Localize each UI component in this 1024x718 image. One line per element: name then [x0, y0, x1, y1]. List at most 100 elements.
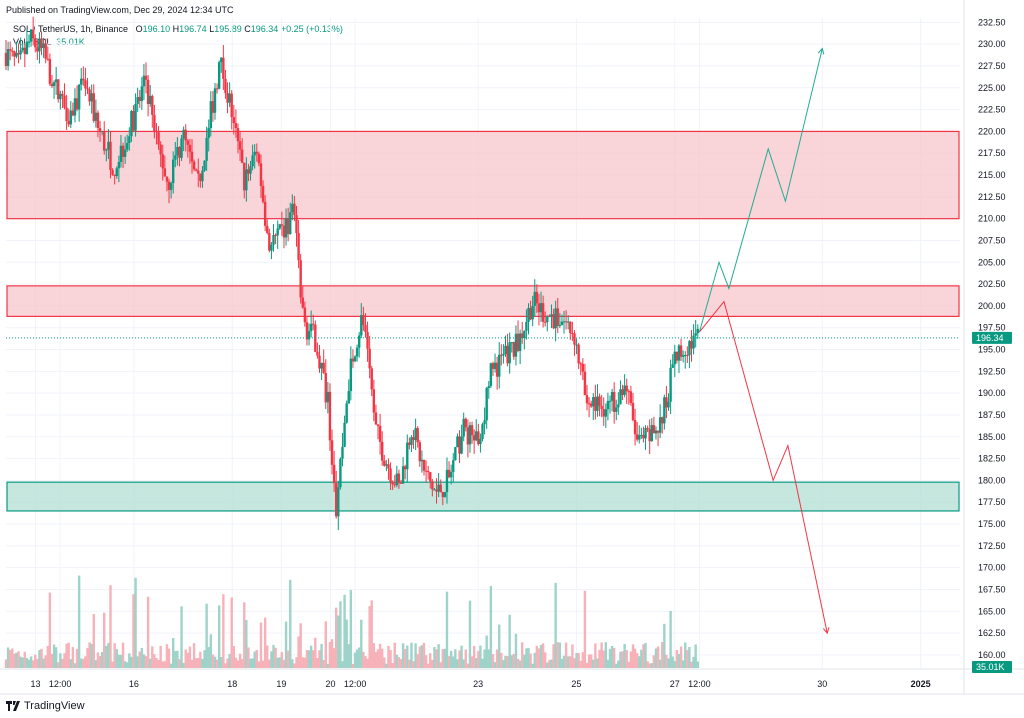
candle-body — [318, 355, 321, 369]
volume-bar — [581, 652, 585, 668]
grid — [6, 18, 960, 668]
volume-bar — [426, 663, 430, 668]
x-tick-label: 16 — [129, 679, 139, 689]
candle-body — [75, 98, 79, 110]
volume-bar — [378, 643, 382, 668]
published-note: Published on TradingView.com, Dec 29, 20… — [6, 5, 234, 15]
x-tick-label: 12:00 — [49, 679, 72, 689]
volume-bar — [167, 648, 171, 668]
volume-bar — [149, 658, 152, 668]
tradingview-logo-icon — [6, 701, 20, 711]
volume-bar — [284, 621, 288, 668]
volume-bar — [184, 649, 187, 668]
volume-bar — [506, 656, 509, 668]
volume-bar — [270, 651, 273, 668]
volume-bar — [21, 657, 24, 668]
y-tick-label: 207.50 — [978, 235, 1006, 245]
footer-brand: TradingView — [6, 700, 85, 712]
support-zone — [6, 481, 960, 512]
volume-bar — [374, 651, 378, 668]
x-tick-label: 20 — [326, 679, 336, 689]
volume-bar — [226, 658, 229, 668]
y-tick-label: 230.00 — [978, 39, 1006, 49]
volume-bar — [602, 650, 605, 668]
volume-bar — [366, 658, 369, 668]
candle-body — [192, 161, 196, 170]
candle-body — [113, 174, 116, 177]
candle-body — [677, 345, 681, 361]
volume-bar — [234, 657, 238, 668]
volume-bar — [326, 663, 330, 668]
volume-bar — [88, 642, 91, 668]
candle-body — [510, 342, 513, 344]
candle-body — [167, 181, 171, 190]
candle-body — [332, 464, 336, 484]
candle-body — [266, 225, 269, 233]
volume-bar — [243, 602, 246, 668]
volume-bar — [8, 650, 12, 668]
volume-bar — [420, 645, 424, 668]
volume-label[interactable]: Vol · SOL — [13, 37, 52, 47]
candle-body — [610, 391, 614, 401]
volume-bar — [387, 645, 390, 668]
candle-body — [395, 473, 399, 486]
candle-body — [544, 321, 547, 323]
candle-body — [650, 425, 653, 442]
candle-body — [399, 482, 403, 484]
candle-body — [485, 387, 488, 421]
candle-body — [389, 468, 392, 483]
candle-body — [119, 145, 123, 162]
volume-bar — [606, 659, 610, 668]
x-tick-label: 18 — [227, 679, 237, 689]
candle-body — [631, 402, 635, 421]
volume-bar — [418, 646, 422, 668]
volume-bar — [163, 661, 167, 668]
volume-bar — [253, 651, 256, 668]
candle-body — [585, 395, 589, 404]
candle-body — [502, 353, 505, 356]
candle-body — [418, 442, 422, 462]
volume-bar — [261, 660, 265, 668]
volume-bar — [312, 650, 315, 668]
candle-body — [625, 385, 628, 392]
y-tick-label: 167.50 — [978, 584, 1006, 594]
symbol-name[interactable]: SOL / TetherUS, 1h, Binance — [13, 24, 129, 34]
candle-body — [278, 224, 281, 229]
volume-bar — [213, 656, 217, 668]
volume-bar — [69, 659, 72, 668]
candle-body — [498, 354, 501, 377]
candle-body — [90, 93, 93, 102]
candle-body — [6, 49, 10, 66]
volume-bar — [209, 634, 213, 668]
candle-body — [374, 412, 378, 425]
candle-body — [29, 29, 33, 42]
volume-bar — [115, 649, 118, 668]
close-value: 196.34 — [250, 24, 279, 34]
x-tick-label: 2025 — [911, 679, 931, 689]
candle-body — [583, 371, 587, 396]
volume-bar — [401, 643, 405, 668]
volume-bar — [690, 661, 693, 668]
volume-bar — [462, 659, 465, 668]
candle-body — [330, 440, 334, 465]
volume-bar — [201, 659, 204, 668]
resistance-zone — [6, 285, 960, 317]
volume-bar — [297, 636, 300, 668]
projections — [698, 47, 830, 635]
volume-bar — [286, 650, 290, 668]
volume-bar — [667, 658, 670, 668]
candle-body — [412, 437, 415, 440]
volume-bar — [86, 648, 89, 668]
x-tick-label: 12:00 — [688, 679, 711, 689]
y-tick-label: 175.00 — [978, 519, 1006, 529]
volume-bar — [299, 623, 302, 668]
volume-bar — [556, 642, 559, 668]
volume-bar — [504, 655, 507, 668]
volume-bar — [339, 601, 342, 668]
candle-body — [667, 401, 670, 408]
candle-body — [222, 57, 225, 79]
candle-body — [213, 88, 217, 113]
volume-bar — [621, 651, 624, 668]
candle-body — [182, 129, 185, 139]
